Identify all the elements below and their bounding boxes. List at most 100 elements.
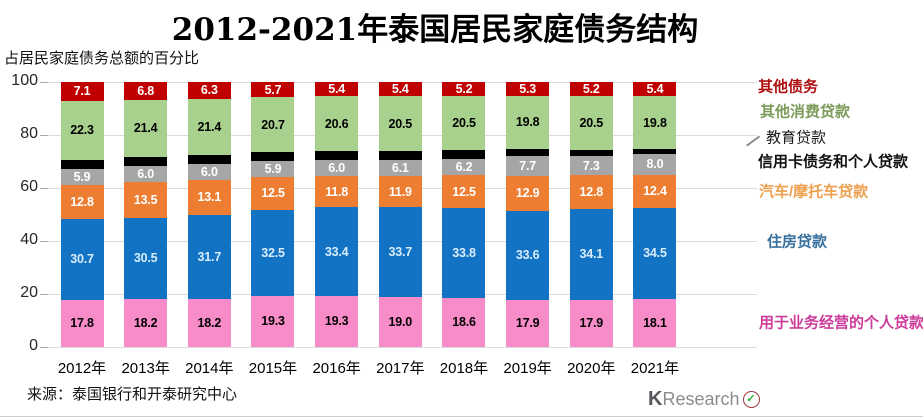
bar-column-2013年: 18.2 30.5 13.5 6.0 21.4 6.8 xyxy=(124,82,168,347)
segment-other-consumer-loans: 20.6 xyxy=(315,96,359,151)
segment-auto-motorcycle-loans: 11.8 xyxy=(315,176,359,208)
segment-other-consumer-loans: 21.4 xyxy=(124,100,168,157)
segment-education-loans xyxy=(60,159,104,169)
legend-item-other-debt: 其他债务 xyxy=(758,78,819,96)
segment-personal-business-loans: 18.6 xyxy=(442,297,486,347)
segment-personal-business-loans: 18.2 xyxy=(124,298,168,347)
segment-housing-loans: 34.5 xyxy=(633,207,677,300)
segment-other-debt: 5.4 xyxy=(378,82,422,97)
segment-auto-motorcycle-loans: 11.9 xyxy=(378,175,422,208)
y-axis-tick-100 xyxy=(40,81,48,83)
segment-credit-card-and-personal-loans: 6.0 xyxy=(315,160,359,177)
bar-column-2021年: 18.1 34.5 12.4 8.0 19.8 5.4 xyxy=(633,82,677,347)
x-tick-label-2020年: 2020年 xyxy=(567,360,616,377)
segment-other-consumer-loans: 20.5 xyxy=(442,95,486,151)
x-tick-label-2012年: 2012年 xyxy=(57,360,107,377)
segment-other-debt: 6.3 xyxy=(187,82,231,99)
segment-other-debt: 5.4 xyxy=(315,82,359,97)
segment-personal-business-loans: 19.3 xyxy=(251,295,295,347)
segment-other-debt: 7.1 xyxy=(60,82,104,101)
y-axis-tick-40 xyxy=(40,240,48,242)
y-tick-label-80: 80 xyxy=(20,125,38,142)
kresearch-logo: K Research ✓ xyxy=(648,388,760,411)
segment-housing-loans: 30.7 xyxy=(60,218,104,300)
segment-auto-motorcycle-loans: 12.5 xyxy=(442,175,486,209)
segment-credit-card-and-personal-loans: 6.0 xyxy=(124,166,168,183)
x-tick-label-2021年: 2021年 xyxy=(630,360,680,377)
segment-housing-loans: 32.5 xyxy=(251,209,295,296)
x-tick-label-2014年: 2014年 xyxy=(185,360,234,377)
y-tick-label-40: 40 xyxy=(20,231,38,248)
segment-credit-card-and-personal-loans: 6.1 xyxy=(378,159,422,176)
segment-housing-loans: 34.1 xyxy=(569,209,613,300)
bar-column-2014年: 18.2 31.7 13.1 6.0 21.4 6.3 xyxy=(187,82,231,347)
legend-item-credit-card-and-personal-loans: 信用卡债务和个人贷款 xyxy=(758,153,909,171)
legend-item-auto-motorcycle-loans: 汽车/摩托车贷款 xyxy=(759,183,869,201)
segment-other-debt: 5.4 xyxy=(633,82,677,97)
segment-other-consumer-loans: 20.5 xyxy=(378,96,422,151)
segment-credit-card-and-personal-loans: 7.3 xyxy=(569,155,613,176)
segment-other-consumer-loans: 19.8 xyxy=(506,96,550,149)
segment-personal-business-loans: 17.9 xyxy=(569,299,613,347)
segment-housing-loans: 33.8 xyxy=(442,208,486,298)
segment-other-debt: 5.2 xyxy=(442,82,486,96)
bar-column-2012年: 17.8 30.7 12.8 5.9 22.3 7.1 xyxy=(60,82,104,347)
x-tick-label-2019年: 2019年 xyxy=(503,360,552,377)
segment-housing-loans: 31.7 xyxy=(187,214,231,299)
segment-personal-business-loans: 17.8 xyxy=(60,299,104,347)
bar-column-2020年: 17.9 34.1 12.8 7.3 20.5 5.2 xyxy=(569,82,613,347)
legend-item-other-consumer-loans: 其他消费贷款 xyxy=(760,103,851,121)
gridline-100 xyxy=(48,81,757,83)
legend-item-housing-loans: 住房贷款 xyxy=(767,233,828,251)
segment-personal-business-loans: 18.2 xyxy=(187,298,231,347)
segment-auto-motorcycle-loans: 12.9 xyxy=(506,176,550,211)
segment-auto-motorcycle-loans: 12.5 xyxy=(251,176,295,210)
segment-credit-card-and-personal-loans: 8.0 xyxy=(633,153,677,175)
segment-education-loans xyxy=(506,148,550,156)
segment-housing-loans: 33.4 xyxy=(315,207,359,296)
segment-auto-motorcycle-loans: 12.8 xyxy=(60,184,104,219)
bar-column-2018年: 18.6 33.8 12.5 6.2 20.5 5.2 xyxy=(442,82,486,347)
x-tick-label-2016年: 2016年 xyxy=(312,360,361,377)
source-note: 来源：泰国银行和开泰研究中心 xyxy=(27,385,238,403)
bar-column-2017年: 19.0 33.7 11.9 6.1 20.5 5.4 xyxy=(378,82,422,347)
kresearch-logo-k: K xyxy=(648,388,663,410)
plot-area: 17.8 30.7 12.8 5.9 22.3 7.1 2012年 18.2 30.5 13.5 6… xyxy=(40,81,757,377)
check-glyph: ✓ xyxy=(746,393,756,405)
x-tick-label-2015年: 2015年 xyxy=(248,360,298,377)
x-tick-label-2018年: 2018年 xyxy=(439,360,489,377)
segment-other-consumer-loans: 19.8 xyxy=(633,96,677,149)
segment-credit-card-and-personal-loans: 6.0 xyxy=(187,164,231,181)
segment-other-debt: 5.3 xyxy=(506,82,550,97)
segment-other-consumer-loans: 20.7 xyxy=(251,97,295,152)
segment-credit-card-and-personal-loans: 5.9 xyxy=(251,160,295,177)
segment-housing-loans: 33.7 xyxy=(378,207,422,297)
kresearch-logo-research: Research xyxy=(662,389,740,409)
bar-column-2016年: 19.3 33.4 11.8 6.0 20.6 5.4 xyxy=(315,82,359,347)
legend-item-education-loans: 教育贷款 xyxy=(766,129,827,147)
y-tick-label-60: 60 xyxy=(20,178,38,195)
bar-column-2019年: 17.9 33.6 12.9 7.7 19.8 5.3 xyxy=(506,82,550,347)
y-axis-tick-60 xyxy=(40,187,48,189)
chart-title: 2012-2021年泰国居民家庭债务结构 xyxy=(171,12,699,48)
segment-other-consumer-loans: 20.5 xyxy=(569,95,613,151)
gridline-0 xyxy=(48,346,757,348)
segment-credit-card-and-personal-loans: 5.9 xyxy=(60,168,104,185)
x-tick-label-2017年: 2017年 xyxy=(376,360,425,377)
segment-education-loans xyxy=(187,155,231,165)
segment-education-loans xyxy=(315,150,359,161)
segment-other-consumer-loans: 21.4 xyxy=(187,98,231,156)
x-tick-label-2013年: 2013年 xyxy=(121,360,170,377)
segment-personal-business-loans: 18.1 xyxy=(633,299,677,347)
segment-auto-motorcycle-loans: 12.8 xyxy=(569,175,613,210)
segment-personal-business-loans: 19.0 xyxy=(378,296,422,347)
segment-other-debt: 5.7 xyxy=(251,82,295,98)
segment-education-loans xyxy=(633,148,677,154)
segment-education-loans xyxy=(442,150,486,159)
segment-education-loans xyxy=(378,150,422,160)
y-tick-label-0: 0 xyxy=(29,337,38,354)
kresearch-check-icon: ✓ xyxy=(742,391,760,408)
segment-other-debt: 6.8 xyxy=(124,82,168,101)
segment-other-debt: 5.2 xyxy=(569,82,613,96)
